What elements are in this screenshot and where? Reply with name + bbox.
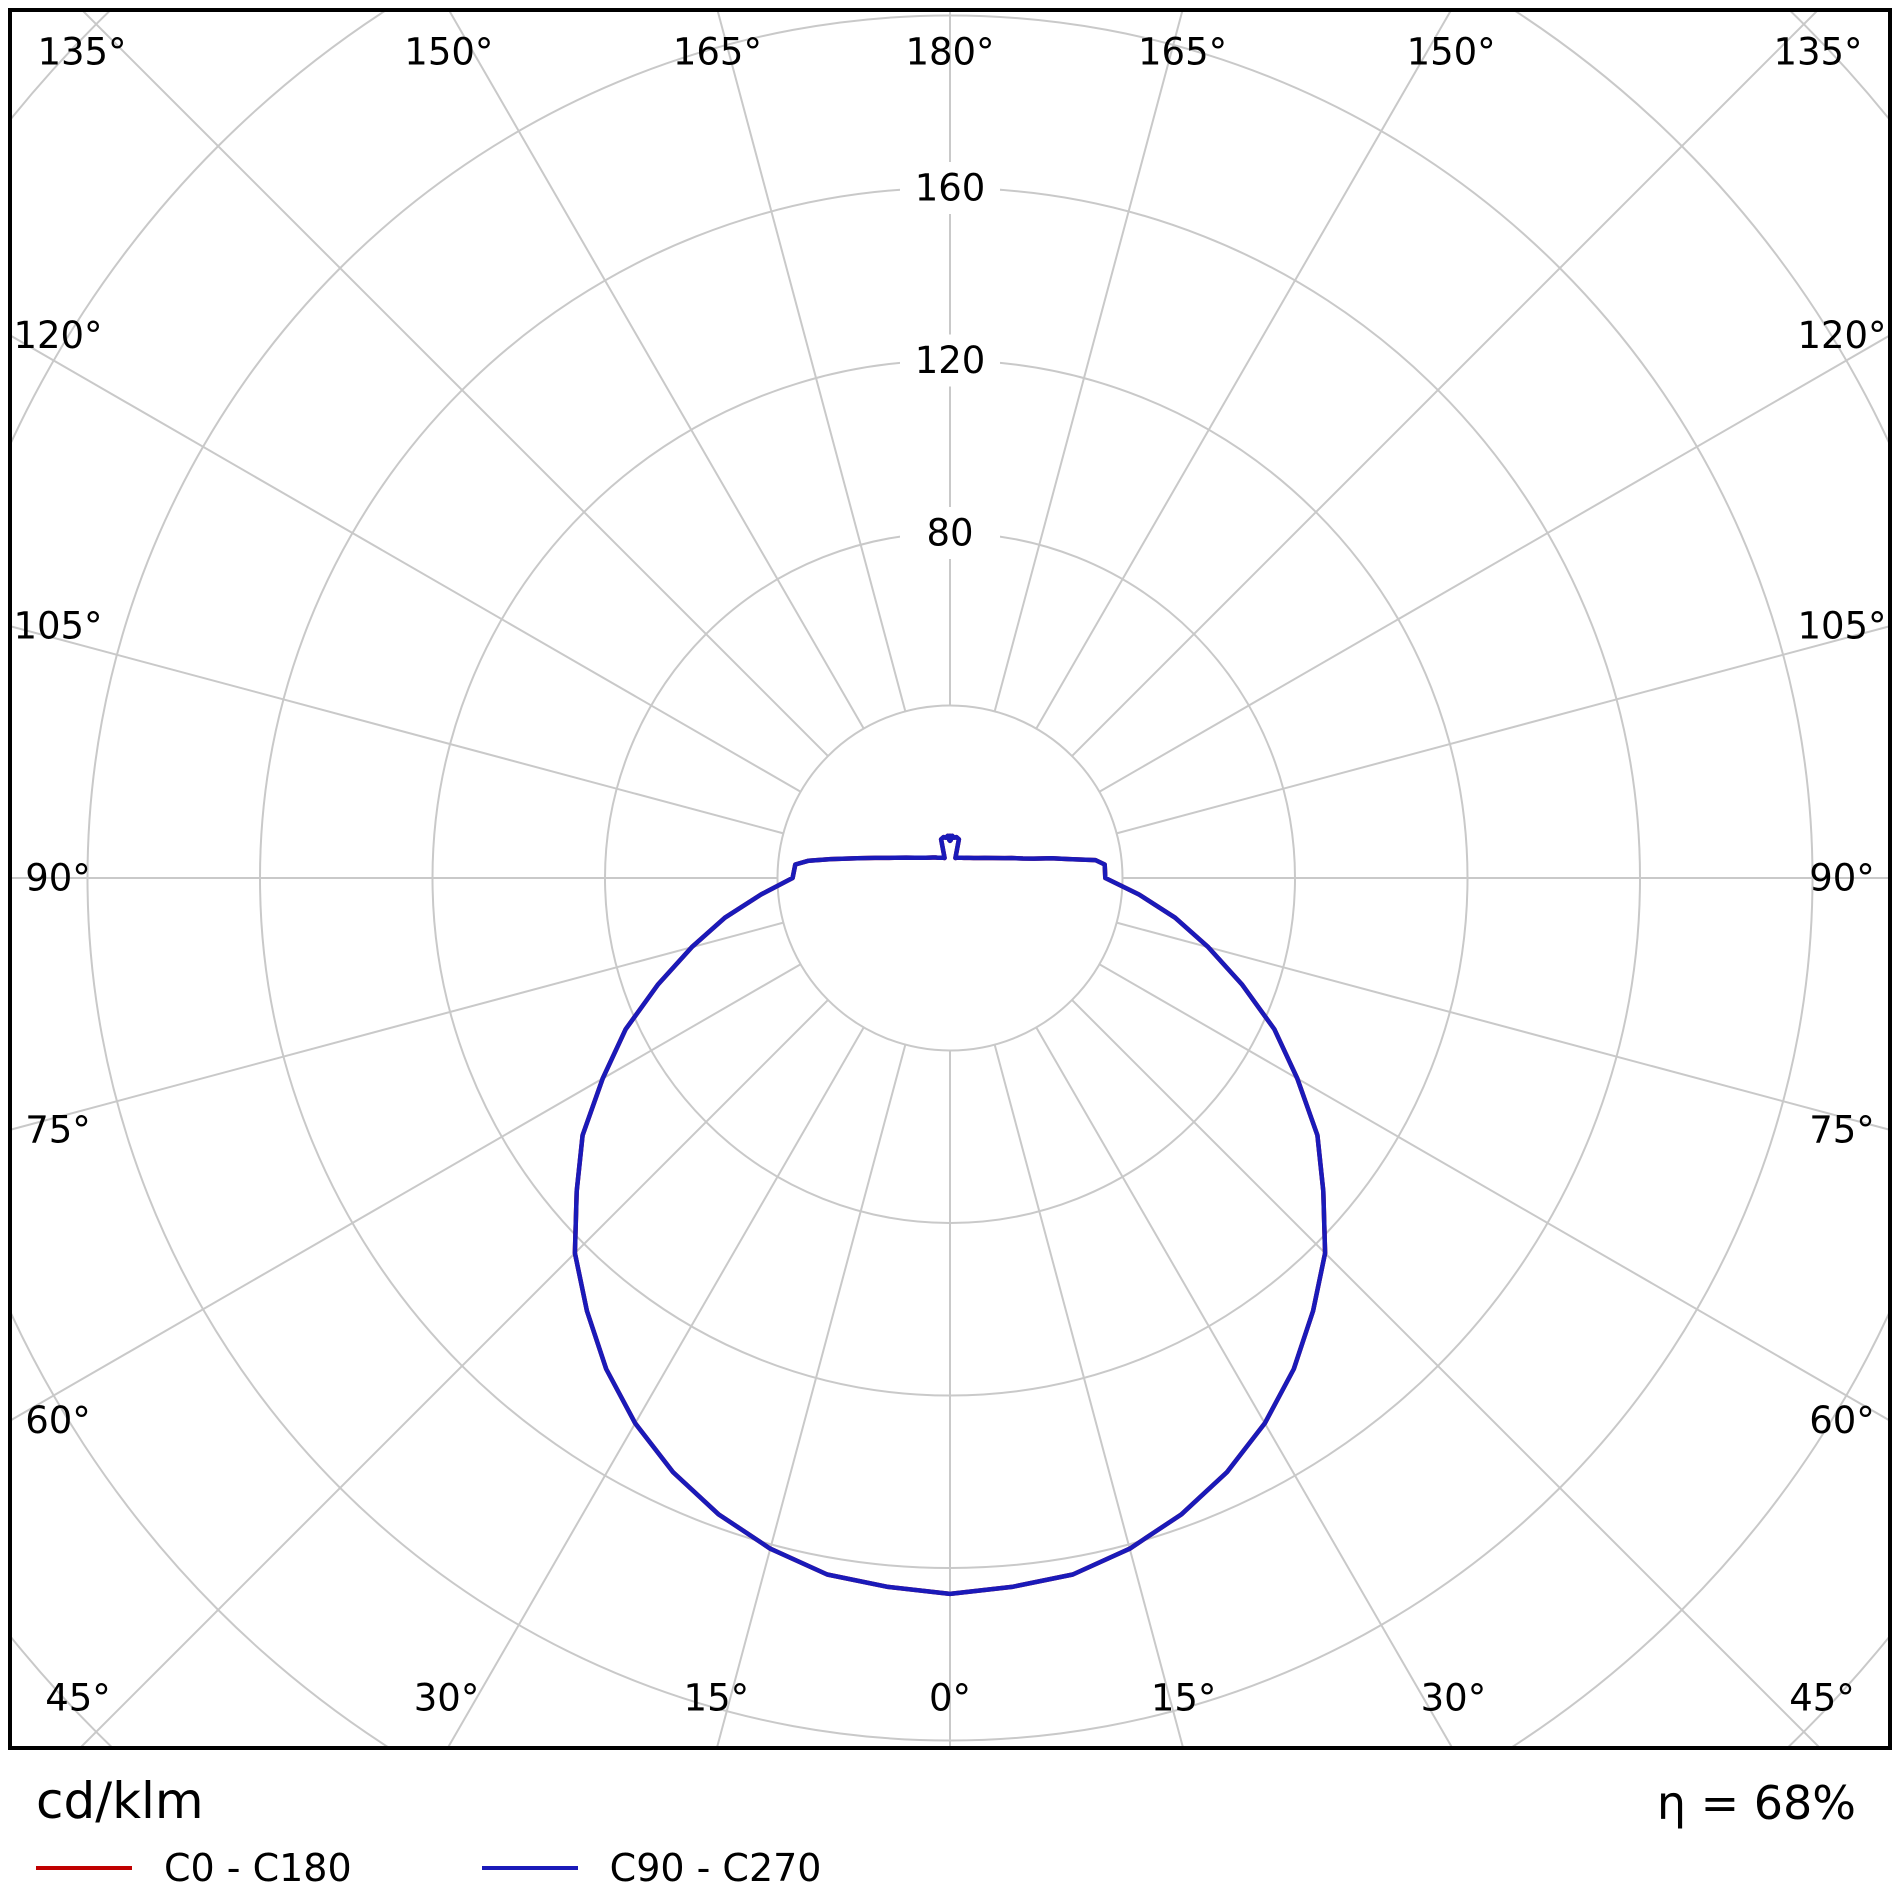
angle-label-180: 180° (905, 31, 994, 74)
angle-label-75: 75° (1809, 1108, 1875, 1151)
angle-label-105: 105° (1797, 605, 1886, 648)
grid-spoke-30 (1035, 1026, 1453, 1746)
grid-spoke-60 (1098, 963, 1888, 1421)
grid-spoke-105 (12, 625, 784, 835)
legend-line-c0-c180 (36, 1866, 132, 1870)
polar-grid (12, 12, 1888, 1746)
angle-label-135-left: 135° (37, 31, 126, 74)
grid-ring-40 (776, 704, 1124, 1052)
grid-spoke-165 (993, 12, 1184, 712)
radial-label-bg (900, 507, 1000, 559)
radial-label-120: 120 (915, 339, 986, 382)
angle-label-30-left: 30° (414, 1677, 480, 1720)
legend-label-c90-c270: C90 - C270 (609, 1846, 822, 1890)
grid-spoke-150 (1035, 12, 1452, 730)
angle-labels: 0° 15° 15° 30° 30° 45° 45° 60° 60° 75° 75° 90° 90° 10… (13, 31, 1886, 1720)
grid-spoke-135 (1071, 12, 1818, 757)
grid-spoke-45 (1071, 999, 1820, 1746)
grid-spoke-75 (1116, 921, 1888, 1131)
radial-label-bg (900, 162, 1000, 214)
grid-spoke-150 (448, 12, 865, 730)
angle-label-120-left: 120° (13, 314, 102, 357)
angle-label-165: 165° (1138, 31, 1227, 74)
legend: C0 - C180 C90 - C270 (36, 1846, 821, 1890)
radial-label-bg (900, 334, 1000, 387)
grid-spoke-45 (80, 999, 829, 1746)
efficiency-label: η = 68% (1656, 1776, 1856, 1830)
radial-axis-labels: 80 120 160 (900, 162, 1000, 559)
radial-label-160: 160 (915, 167, 986, 210)
angle-label-45: 45° (1789, 1677, 1855, 1720)
grid-spoke-15 (993, 1044, 1184, 1746)
grid-spoke-60 (12, 963, 802, 1421)
angle-label-60: 60° (1809, 1399, 1875, 1442)
grid-spoke-120 (12, 335, 802, 793)
angle-label-15: 15° (1151, 1677, 1217, 1720)
grid-spoke-15 (716, 1044, 907, 1746)
grid-spoke-120 (1098, 335, 1888, 793)
legend-label-c0-c180: C0 - C180 (164, 1846, 352, 1890)
angle-label-75-left: 75° (25, 1108, 91, 1151)
polar-chart: 80 120 160 0° 15° 15° 30° 30° 45° 45° 60° 60° 75° 75°… (8, 8, 1892, 1750)
grid-spoke-105 (1116, 625, 1888, 835)
legend-line-c90-c270 (481, 1866, 578, 1870)
curve-C90-C270 (572, 833, 1328, 1597)
legend-item-c90-c270: C90 - C270 (481, 1846, 822, 1890)
angle-label-105-left: 105° (13, 605, 102, 648)
angle-label-0: 0° (929, 1677, 971, 1720)
grid-spoke-30 (447, 1026, 865, 1746)
angle-label-60-left: 60° (25, 1399, 91, 1442)
legend-item-c0-c180: C0 - C180 (36, 1846, 352, 1890)
grid-spoke-75 (12, 921, 784, 1131)
angle-label-15-left: 15° (684, 1677, 750, 1720)
angle-label-90-left: 90° (25, 857, 91, 900)
angle-label-165-left: 165° (673, 31, 762, 74)
units-label: cd/klm (36, 1772, 204, 1830)
angle-label-90: 90° (1809, 857, 1875, 900)
angle-label-45-left: 45° (45, 1677, 111, 1720)
plot-border (8, 8, 1892, 1750)
radial-label-80: 80 (926, 512, 973, 555)
angle-label-120: 120° (1797, 314, 1886, 357)
angle-label-135: 135° (1773, 31, 1862, 74)
grid-spoke-165 (716, 12, 907, 712)
angle-label-150: 150° (1407, 31, 1496, 74)
angle-label-150-left: 150° (404, 31, 493, 74)
angle-label-30: 30° (1421, 1677, 1487, 1720)
grid-spoke-135 (82, 12, 829, 757)
